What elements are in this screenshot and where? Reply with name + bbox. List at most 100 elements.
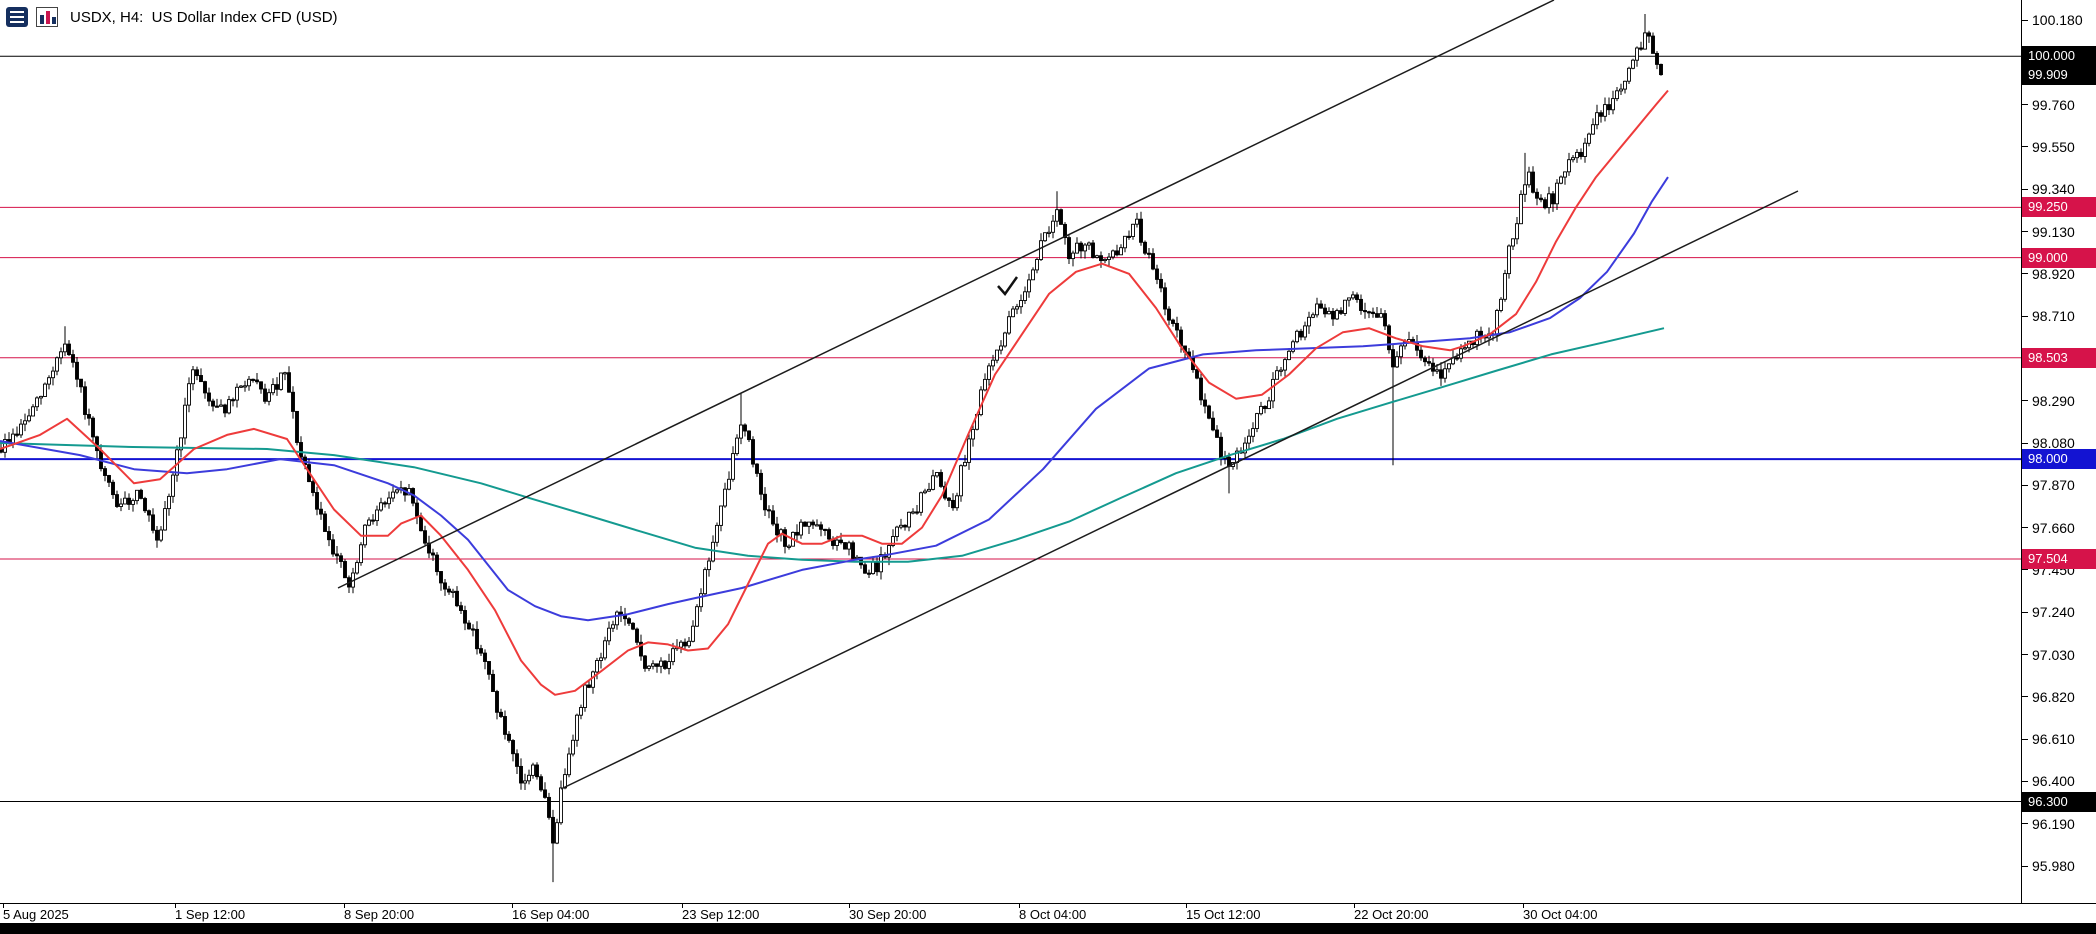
candle — [1583, 142, 1587, 157]
candle — [267, 392, 271, 402]
candle — [1047, 231, 1051, 234]
candle — [1123, 235, 1127, 249]
candle — [771, 510, 775, 525]
candle — [1495, 310, 1499, 336]
candle — [255, 379, 259, 383]
candle — [1335, 310, 1339, 320]
candle — [1143, 241, 1147, 254]
candle — [171, 474, 175, 497]
candle — [1615, 90, 1619, 100]
candle — [195, 369, 199, 377]
price-tick-label: 99.760 — [2032, 96, 2075, 113]
candle — [59, 351, 63, 359]
candle — [55, 357, 59, 372]
candle — [1083, 244, 1087, 252]
candle — [855, 556, 859, 559]
candle — [1203, 399, 1207, 407]
candle — [23, 420, 27, 425]
candle — [1331, 310, 1335, 320]
candle — [1571, 157, 1575, 161]
candle — [439, 571, 443, 584]
price-tick-label: 99.340 — [2032, 181, 2075, 198]
price-tick-dash — [2022, 569, 2028, 571]
price-axis[interactable]: 100.180 99.760 99.550 99.340 99.130 98.920 98.… — [2021, 0, 2096, 903]
trend-channel-line[interactable] — [337, 0, 1555, 589]
candle — [223, 404, 227, 414]
time-axis[interactable]: 5 Aug 2025 1 Sep 12:00 8 Sep 20:00 16 Sep 0… — [0, 903, 2096, 923]
candle — [35, 397, 39, 408]
candle — [1163, 287, 1167, 310]
fast-red-ma-line — [0, 89, 1669, 696]
candle — [215, 405, 219, 408]
candle — [555, 822, 559, 844]
price-tick-dash — [2022, 104, 2028, 106]
candle — [1015, 306, 1019, 310]
candle — [71, 354, 75, 363]
candle — [259, 381, 263, 390]
candle — [567, 753, 571, 776]
candle — [743, 424, 747, 432]
candle — [519, 765, 523, 784]
candle — [523, 780, 527, 784]
candle — [207, 392, 211, 402]
time-tick-dash — [1186, 904, 1187, 908]
candle — [939, 472, 943, 487]
candle — [1555, 182, 1559, 205]
candle — [1199, 377, 1203, 401]
time-label: 22 Oct 20:00 — [1354, 907, 1429, 922]
candle — [115, 494, 119, 507]
candle — [83, 386, 87, 415]
candle — [795, 531, 799, 536]
candle — [723, 488, 727, 507]
candle — [1155, 268, 1159, 280]
price-badge: 99.250 — [2022, 197, 2096, 218]
candle — [1095, 255, 1099, 258]
candle — [343, 561, 347, 579]
candle — [879, 554, 883, 573]
price-tick-dash — [2022, 146, 2028, 148]
price-tick-label: 96.400 — [2032, 773, 2075, 790]
candle — [319, 508, 323, 515]
candle — [807, 521, 811, 527]
price-badge: 97.504 — [2022, 549, 2096, 570]
candle — [15, 433, 19, 436]
candle — [867, 572, 871, 575]
candle — [767, 509, 771, 512]
candle — [999, 345, 1003, 351]
candle — [1247, 435, 1251, 444]
candle — [951, 499, 955, 509]
price-tick-label: 100.180 — [2032, 12, 2083, 28]
candle — [1135, 218, 1139, 225]
candle — [811, 521, 815, 526]
candle — [591, 671, 595, 688]
candle — [971, 428, 975, 440]
candle — [575, 714, 579, 741]
candle — [295, 410, 299, 443]
candle — [251, 378, 255, 381]
price-tick-dash — [2022, 188, 2028, 190]
candle — [359, 544, 363, 564]
chart-title: USDX, H4: US Dollar Index CFD (USD) — [70, 8, 338, 26]
candle — [287, 372, 291, 393]
candle — [631, 622, 635, 630]
candle — [1279, 369, 1283, 372]
candle — [1267, 400, 1271, 410]
candle — [1107, 256, 1111, 260]
candle — [1115, 250, 1119, 256]
candle — [899, 524, 903, 528]
candle — [1315, 303, 1319, 316]
candle — [1639, 47, 1643, 50]
candle — [1387, 325, 1391, 351]
candle — [1515, 223, 1519, 240]
candle — [235, 386, 239, 401]
candle — [1079, 242, 1083, 252]
trend-channel-line[interactable] — [560, 190, 1799, 790]
candle — [1419, 349, 1423, 359]
candle — [987, 365, 991, 380]
price-tick-label: 98.290 — [2032, 392, 2075, 409]
check-mark-annotation — [997, 276, 1019, 297]
candle — [539, 776, 543, 791]
candle — [1291, 341, 1295, 352]
price-tick-label: 96.820 — [2032, 688, 2075, 705]
